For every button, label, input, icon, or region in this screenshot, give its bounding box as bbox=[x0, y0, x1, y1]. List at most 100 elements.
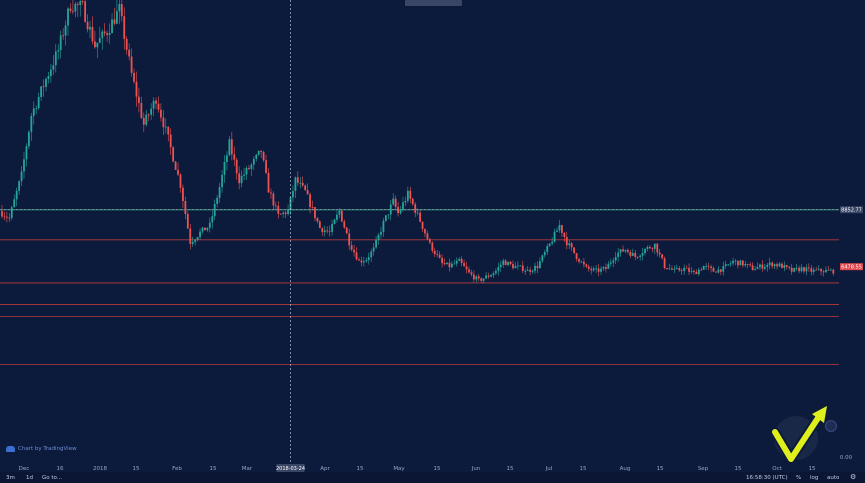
gear-icon[interactable]: ⚙ bbox=[850, 473, 857, 481]
candle bbox=[240, 170, 243, 188]
candle bbox=[431, 241, 434, 254]
candle bbox=[563, 232, 566, 242]
candle bbox=[749, 262, 752, 268]
candle bbox=[1, 204, 3, 219]
candle bbox=[605, 263, 607, 273]
candle bbox=[304, 184, 307, 191]
toolbar-right-item-2[interactable]: log bbox=[810, 475, 819, 481]
candle bbox=[74, 1, 77, 18]
candle bbox=[409, 186, 412, 204]
candle bbox=[658, 248, 661, 258]
watermark: Chart by TradingView bbox=[6, 446, 77, 452]
candle bbox=[597, 263, 600, 277]
candle bbox=[59, 30, 62, 59]
candle bbox=[470, 269, 473, 277]
candle bbox=[737, 260, 739, 269]
candle bbox=[272, 191, 275, 211]
candle bbox=[455, 257, 458, 267]
candle bbox=[627, 248, 629, 255]
candle bbox=[301, 176, 304, 187]
candle bbox=[367, 252, 370, 265]
candle bbox=[248, 164, 250, 171]
candle bbox=[587, 264, 590, 272]
candle bbox=[663, 256, 666, 270]
candle bbox=[186, 211, 189, 229]
toolbar-right-item-1[interactable]: % bbox=[796, 475, 802, 481]
candle bbox=[590, 266, 593, 275]
scroll-to-realtime-button[interactable] bbox=[825, 420, 837, 432]
candle bbox=[502, 258, 505, 268]
candle bbox=[556, 227, 558, 232]
candle bbox=[123, 7, 126, 50]
candle bbox=[766, 262, 769, 272]
candle bbox=[331, 219, 333, 236]
x-tick-label: Sep bbox=[698, 466, 709, 472]
candle bbox=[333, 218, 336, 225]
candle bbox=[685, 265, 688, 269]
candle bbox=[76, 2, 79, 17]
candle bbox=[472, 270, 475, 283]
candle bbox=[184, 196, 187, 220]
candle bbox=[754, 265, 756, 271]
candle bbox=[548, 243, 551, 247]
candle bbox=[790, 264, 793, 275]
candle bbox=[318, 220, 321, 229]
candle bbox=[546, 243, 549, 256]
candle bbox=[504, 259, 507, 266]
candle bbox=[487, 272, 490, 279]
candle bbox=[69, 3, 72, 13]
candle bbox=[419, 210, 421, 223]
candle bbox=[414, 202, 417, 218]
candle bbox=[37, 92, 40, 111]
candle bbox=[389, 200, 392, 221]
candle bbox=[531, 269, 534, 274]
candle bbox=[375, 235, 377, 250]
candle bbox=[710, 264, 712, 273]
candle bbox=[609, 258, 612, 267]
toolbar-left-item-1[interactable]: 1d bbox=[26, 475, 33, 481]
candle bbox=[323, 225, 326, 237]
candle bbox=[695, 269, 698, 275]
candle bbox=[167, 126, 170, 142]
candle bbox=[768, 257, 771, 270]
candle bbox=[362, 256, 365, 267]
candle bbox=[705, 263, 708, 270]
crosshair-date-label: 2018-03-24 bbox=[276, 466, 305, 472]
toolbar-left-item-0[interactable]: 3m bbox=[6, 475, 15, 481]
candle bbox=[443, 258, 446, 266]
x-tick-label: 15 bbox=[434, 466, 441, 472]
candle bbox=[463, 259, 466, 267]
candle bbox=[573, 247, 576, 254]
candle bbox=[675, 264, 678, 270]
candle bbox=[656, 243, 659, 257]
candle bbox=[326, 226, 329, 234]
x-tick-label: 15 bbox=[210, 466, 217, 472]
candle bbox=[744, 260, 747, 268]
candle bbox=[820, 268, 822, 276]
toolbar-right-item-3[interactable]: auto bbox=[827, 475, 840, 481]
candle bbox=[817, 265, 820, 271]
candle bbox=[800, 264, 803, 273]
candle bbox=[86, 14, 89, 33]
x-tick-label: May bbox=[393, 466, 405, 472]
candle bbox=[673, 265, 676, 274]
candle bbox=[666, 267, 668, 270]
x-tick-label: 15 bbox=[735, 466, 742, 472]
candle bbox=[631, 248, 634, 257]
candle bbox=[539, 257, 541, 269]
toolbar-left-item-2[interactable]: Go to... bbox=[42, 475, 63, 481]
candle bbox=[245, 165, 248, 181]
candle bbox=[27, 130, 30, 150]
candle bbox=[778, 261, 781, 267]
x-tick-label: 15 bbox=[580, 466, 587, 472]
price-tag-1 bbox=[840, 263, 863, 271]
candle bbox=[788, 266, 791, 270]
candle bbox=[719, 269, 722, 276]
candle bbox=[661, 254, 664, 260]
candle bbox=[458, 257, 461, 261]
candle bbox=[42, 79, 45, 97]
candle bbox=[52, 54, 55, 75]
toolbar-right-item-0[interactable]: 16:58:30 (UTC) bbox=[746, 475, 788, 481]
candle bbox=[761, 260, 764, 272]
